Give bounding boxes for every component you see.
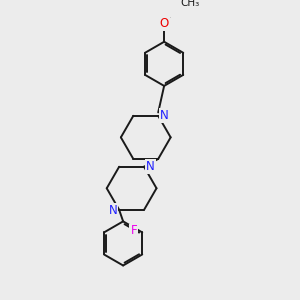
Text: N: N: [109, 204, 117, 217]
Text: O: O: [160, 17, 169, 30]
Text: N: N: [160, 109, 169, 122]
Text: F: F: [130, 224, 137, 238]
Text: CH₃: CH₃: [180, 0, 200, 8]
Text: N: N: [146, 160, 155, 173]
